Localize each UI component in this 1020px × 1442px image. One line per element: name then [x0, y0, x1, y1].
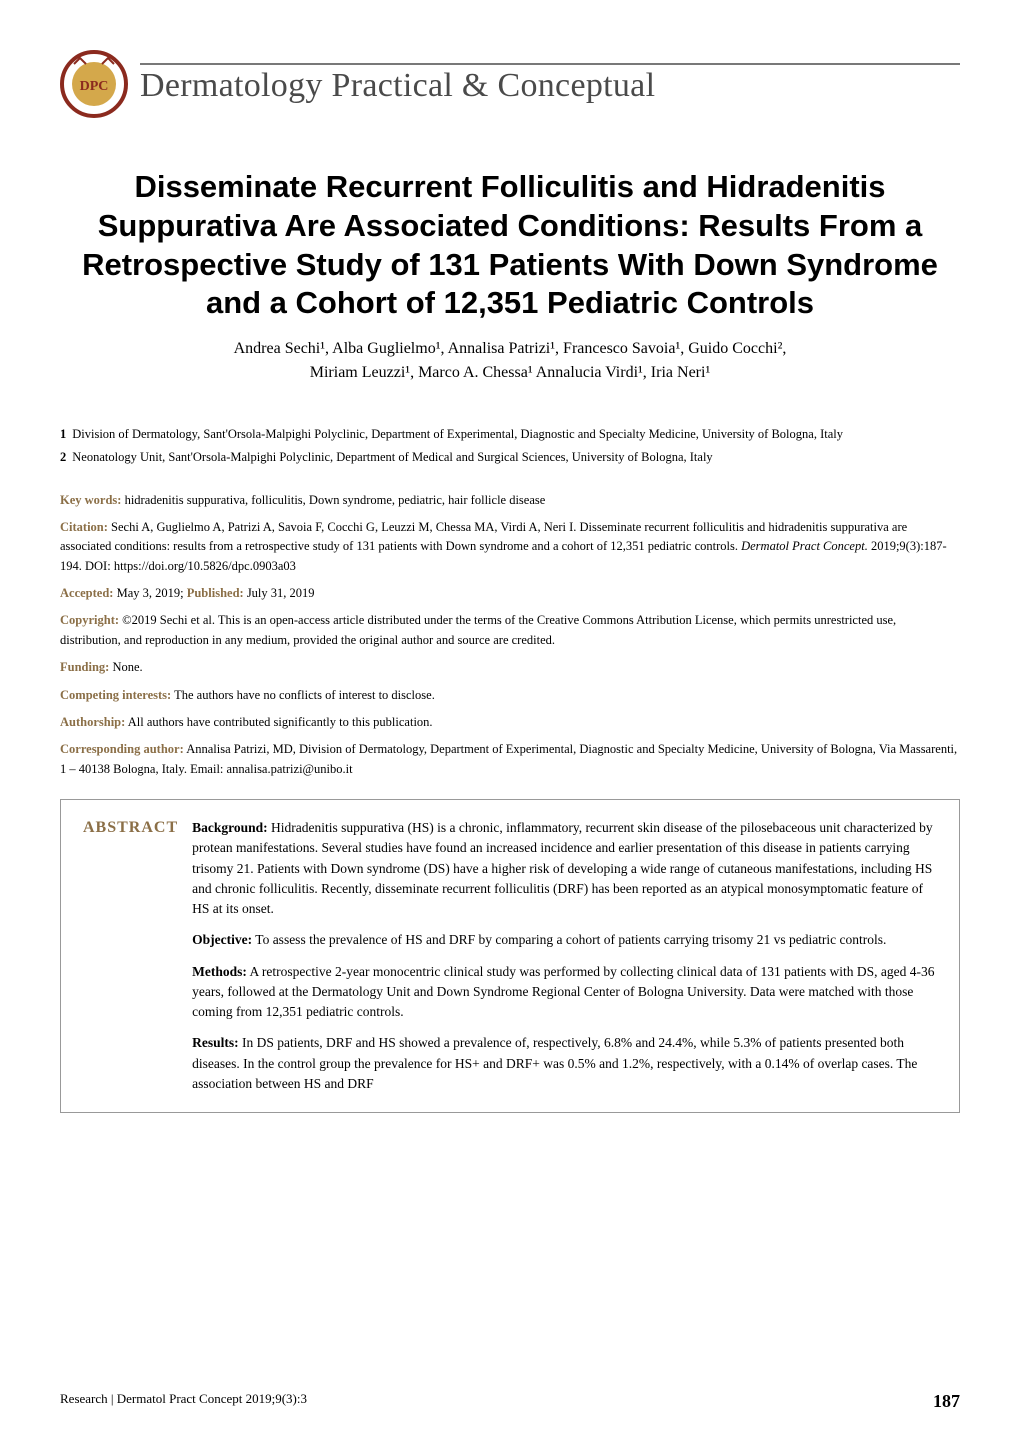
authorship-label: Authorship:	[60, 715, 125, 729]
funding-label: Funding:	[60, 660, 109, 674]
background-label: Background:	[192, 820, 268, 835]
abstract-body: Background: Hidradenitis suppurativa (HS…	[192, 818, 937, 1094]
abstract-results: Results: In DS patients, DRF and HS show…	[192, 1033, 937, 1094]
copyright-row: Copyright: ©2019 Sechi et al. This is an…	[60, 611, 960, 650]
authors-line-1: Andrea Sechi¹, Alba Guglielmo¹, Annalisa…	[60, 337, 960, 361]
competing-row: Competing interests: The authors have no…	[60, 686, 960, 705]
competing-label: Competing interests:	[60, 688, 171, 702]
citation-row: Citation: Sechi A, Guglielmo A, Patrizi …	[60, 518, 960, 576]
authorship-text: All authors have contributed significant…	[128, 715, 433, 729]
results-label: Results:	[192, 1035, 239, 1050]
accepted-label: Accepted:	[60, 586, 113, 600]
objective-label: Objective:	[192, 932, 252, 947]
abstract-background: Background: Hidradenitis suppurativa (HS…	[192, 818, 937, 919]
svg-text:DPC: DPC	[80, 79, 109, 94]
keywords-row: Key words: hidradenitis suppurativa, fol…	[60, 491, 960, 510]
published-label: Published:	[187, 586, 244, 600]
keywords-text: hidradenitis suppurativa, folliculitis, …	[125, 493, 546, 507]
corresponding-row: Corresponding author: Annalisa Patrizi, …	[60, 740, 960, 779]
affiliation-number: 1	[60, 425, 66, 444]
article-title: Disseminate Recurrent Folliculitis and H…	[60, 168, 960, 323]
results-text: In DS patients, DRF and HS showed a prev…	[192, 1035, 917, 1091]
citation-label: Citation:	[60, 520, 108, 534]
objective-text: To assess the prevalence of HS and DRF b…	[255, 932, 886, 947]
funding-text: None.	[112, 660, 142, 674]
abstract-methods: Methods: A retrospective 2-year monocent…	[192, 962, 937, 1023]
corresponding-label: Corresponding author:	[60, 742, 184, 756]
journal-title-rule: Dermatology Practical & Conceptual	[140, 63, 960, 105]
author-list: Andrea Sechi¹, Alba Guglielmo¹, Annalisa…	[60, 337, 960, 385]
journal-logo-icon: DPC	[60, 50, 128, 118]
authors-line-2: Miriam Leuzzi¹, Marco A. Chessa¹ Annaluc…	[60, 361, 960, 385]
abstract-label: ABSTRACT	[83, 818, 178, 1094]
competing-text: The authors have no conflicts of interes…	[174, 688, 435, 702]
keywords-label: Key words:	[60, 493, 121, 507]
methods-label: Methods:	[192, 964, 247, 979]
journal-title: Dermatology Practical & Conceptual	[140, 67, 960, 105]
affiliation-text: Neonatology Unit, Sant'Orsola-Malpighi P…	[72, 448, 712, 467]
affiliation-number: 2	[60, 448, 66, 467]
copyright-text: ©2019 Sechi et al. This is an open-acces…	[60, 613, 896, 646]
methods-text: A retrospective 2-year monocentric clini…	[192, 964, 934, 1020]
corresponding-text: Annalisa Patrizi, MD, Division of Dermat…	[60, 742, 957, 775]
abstract-objective: Objective: To assess the prevalence of H…	[192, 930, 937, 950]
dates-row: Accepted: May 3, 2019; Published: July 3…	[60, 584, 960, 603]
citation-journal: Dermatol Pract Concept.	[741, 539, 868, 553]
footer-left: Research | Dermatol Pract Concept 2019;9…	[60, 1391, 307, 1412]
page-number: 187	[933, 1391, 960, 1412]
authorship-row: Authorship: All authors have contributed…	[60, 713, 960, 732]
background-text: Hidradenitis suppurativa (HS) is a chron…	[192, 820, 932, 916]
journal-header: DPC Dermatology Practical & Conceptual	[60, 50, 960, 118]
article-metadata: Key words: hidradenitis suppurativa, fol…	[60, 491, 960, 780]
funding-row: Funding: None.	[60, 658, 960, 677]
affiliation-row: 2 Neonatology Unit, Sant'Orsola-Malpighi…	[60, 448, 960, 467]
page-footer: Research | Dermatol Pract Concept 2019;9…	[60, 1391, 960, 1412]
accepted-text: May 3, 2019;	[117, 586, 184, 600]
copyright-label: Copyright:	[60, 613, 119, 627]
abstract-box: ABSTRACT Background: Hidradenitis suppur…	[60, 799, 960, 1113]
affiliations: 1 Division of Dermatology, Sant'Orsola-M…	[60, 425, 960, 467]
affiliation-text: Division of Dermatology, Sant'Orsola-Mal…	[72, 425, 843, 444]
affiliation-row: 1 Division of Dermatology, Sant'Orsola-M…	[60, 425, 960, 444]
published-text: July 31, 2019	[247, 586, 315, 600]
